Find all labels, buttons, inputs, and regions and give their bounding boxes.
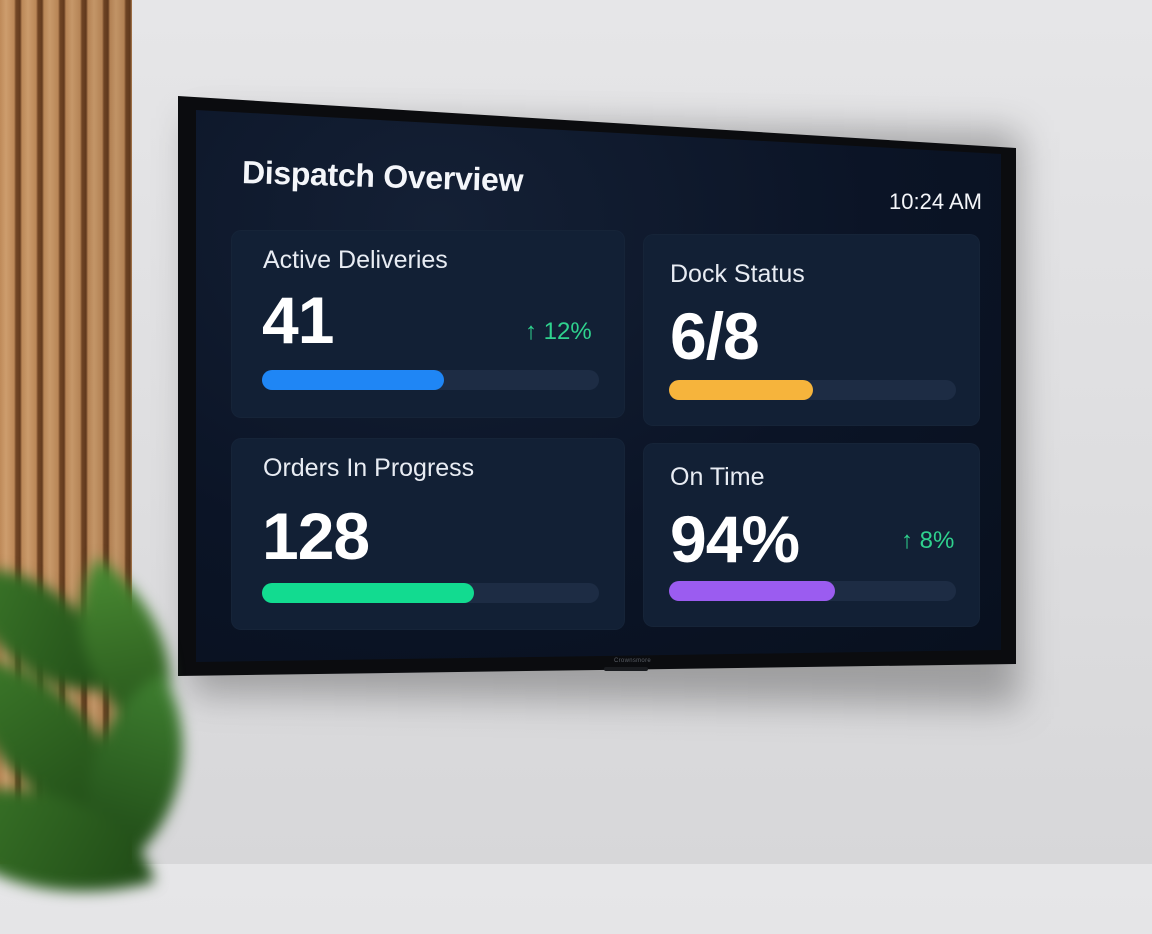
metric-value: 128	[262, 499, 370, 573]
progress-fill	[262, 583, 475, 603]
metric-label: Active Deliveries	[263, 246, 448, 274]
tv-brand-logo: Crownsmore	[614, 658, 652, 664]
trend-indicator: ↑ 12%	[525, 318, 592, 345]
progress-track	[669, 380, 956, 400]
metric-card-dock-status: Dock Status 6/8	[643, 234, 980, 426]
metric-label: Orders In Progress	[263, 454, 475, 482]
metric-value: 94%	[670, 502, 800, 576]
progress-track	[262, 583, 599, 603]
metric-value: 6/8	[670, 299, 760, 373]
metric-card-on-time: On Time 94% ↑ 8%	[643, 443, 980, 627]
progress-fill	[669, 380, 813, 400]
metric-label: On Time	[670, 463, 765, 491]
progress-fill	[262, 370, 444, 390]
metric-card-orders-in-progress: Orders In Progress 128	[231, 438, 625, 630]
plant	[0, 520, 250, 934]
progress-fill	[669, 581, 836, 601]
progress-track	[669, 581, 956, 601]
clock: 10:24 AM	[889, 189, 982, 214]
metric-value: 41	[262, 283, 334, 357]
trend-indicator: ↑ 8%	[901, 527, 955, 554]
metric-card-active-deliveries: Active Deliveries 41 ↑ 12%	[231, 230, 625, 418]
metric-label: Dock Status	[670, 260, 805, 288]
tv-ir-sensor	[604, 667, 648, 671]
progress-track	[262, 370, 599, 390]
